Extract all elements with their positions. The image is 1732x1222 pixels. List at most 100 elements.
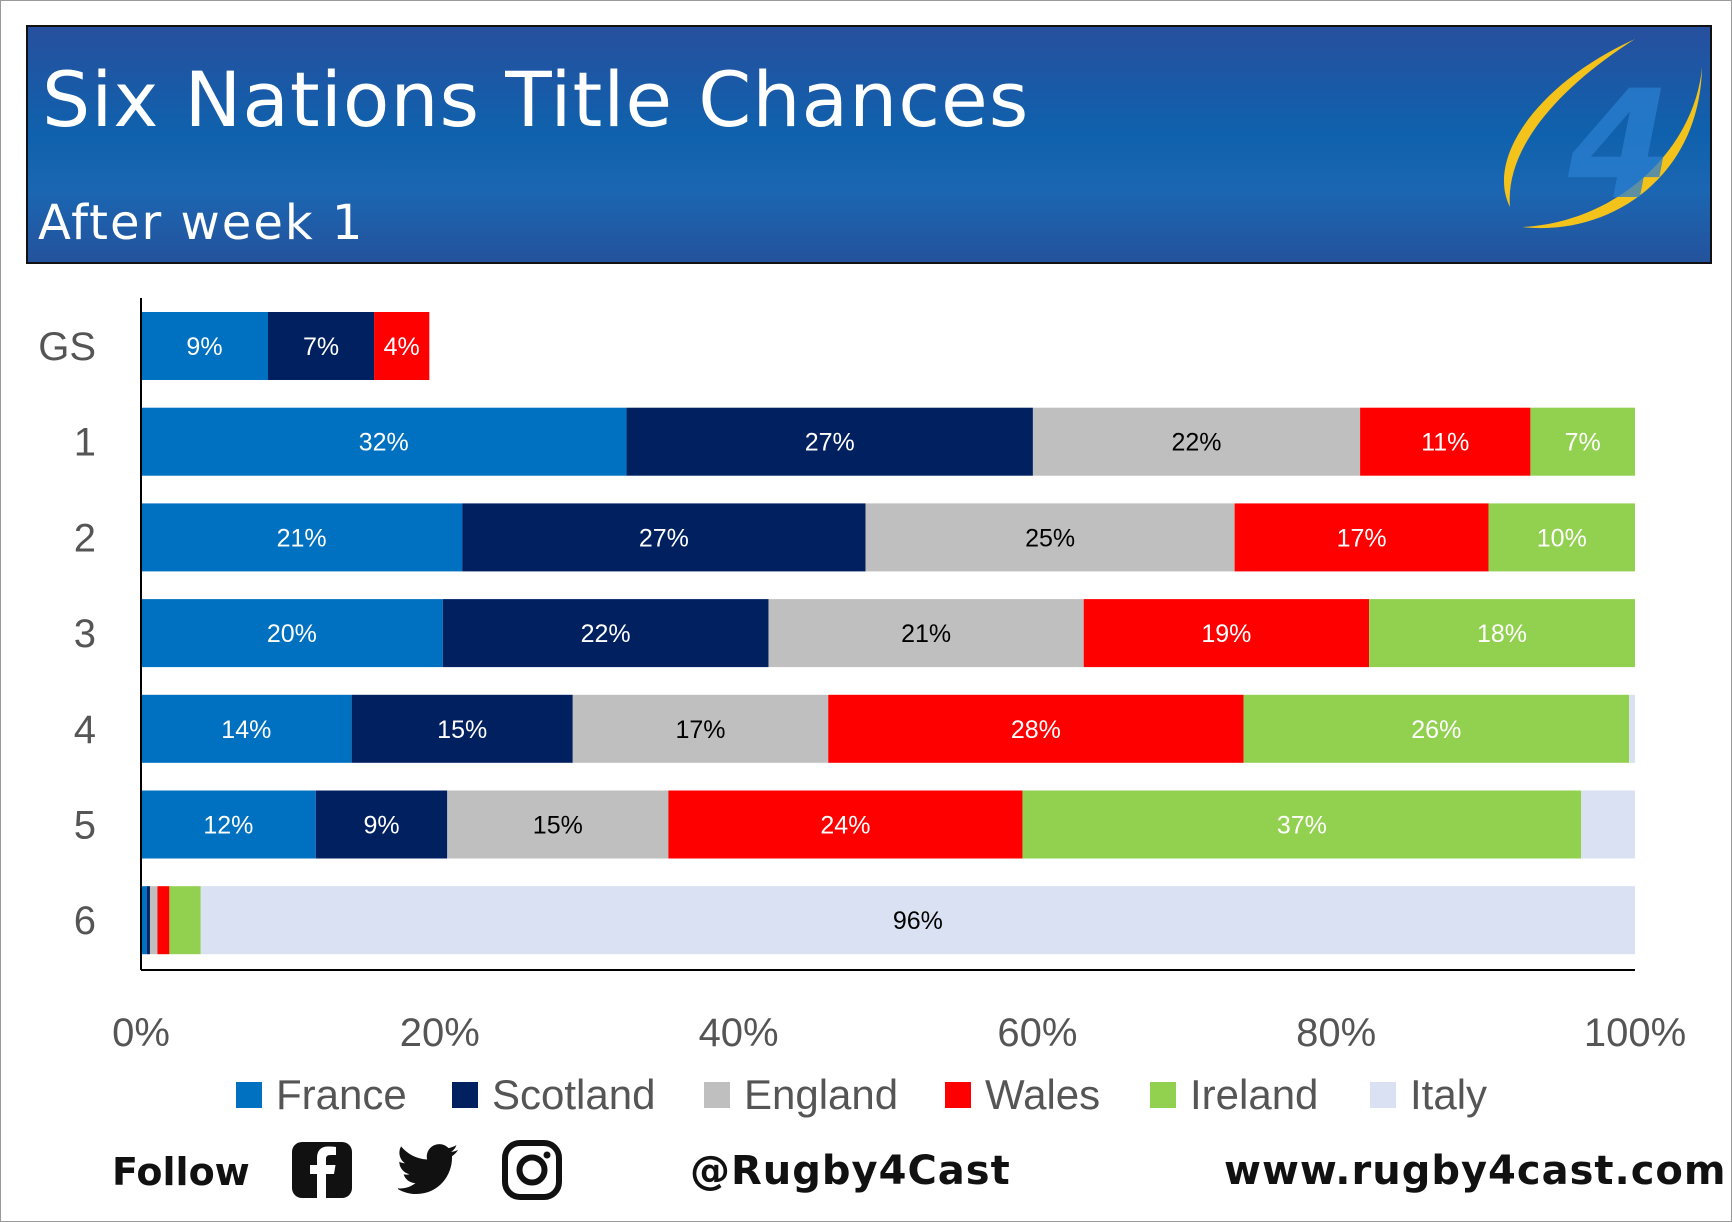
category-label: 3	[74, 612, 96, 656]
bar-segment	[141, 312, 268, 380]
legend-item: France	[236, 1070, 407, 1120]
data-label: 15%	[533, 812, 583, 840]
data-label: 4%	[384, 333, 420, 361]
legend-item: Wales	[945, 1070, 1100, 1120]
bar-segment	[572, 694, 829, 763]
data-label: 12%	[203, 812, 253, 840]
twitter-icon[interactable]	[398, 1140, 462, 1200]
legend-swatch	[1150, 1082, 1176, 1108]
data-label: 14%	[221, 716, 271, 744]
chart-subtitle: After week 1	[38, 195, 365, 251]
data-label: 28%	[1011, 716, 1061, 744]
category-label: 6	[74, 899, 96, 943]
legend-label: England	[744, 1071, 899, 1118]
x-tick-label: 80%	[1296, 1011, 1376, 1055]
bar-segment	[1488, 503, 1635, 572]
social-handle[interactable]: @Rugby4Cast	[690, 1148, 1011, 1194]
bar-segment	[865, 503, 1235, 572]
legend-label: France	[276, 1071, 407, 1118]
data-label: 7%	[303, 333, 339, 361]
bar-segment	[447, 790, 669, 859]
data-label: 9%	[363, 812, 399, 840]
legend-label: Scotland	[492, 1071, 656, 1118]
facebook-icon[interactable]	[290, 1140, 354, 1200]
category-label: GS	[38, 325, 96, 369]
legend-item: Italy	[1370, 1070, 1487, 1120]
category-label: 2	[74, 516, 96, 560]
data-label: 20%	[267, 620, 317, 648]
bar-segment	[1360, 407, 1531, 476]
bar-segment	[1234, 503, 1489, 572]
footer: Follow @Rugby4Cast www.rugby4cast.com	[0, 1130, 1732, 1210]
chart-title: Six Nations Title Chances	[42, 55, 1030, 144]
chart-legend: France Scotland England Wales Ireland Italy	[0, 1060, 1732, 1130]
legend-label: Italy	[1410, 1071, 1488, 1118]
legend-swatch	[945, 1082, 971, 1108]
data-label: 21%	[901, 620, 951, 648]
bar-segment	[374, 312, 430, 380]
data-label: 37%	[1277, 812, 1327, 840]
x-tick-label: 20%	[400, 1011, 480, 1055]
legend-label: Ireland	[1190, 1071, 1319, 1118]
bar-segment	[442, 599, 769, 668]
header-banner: Six Nations Title Chances After week 1 4	[26, 25, 1712, 264]
bar-segment	[1032, 407, 1361, 476]
rugby4cast-logo-icon: 4	[1503, 39, 1702, 233]
bar-segment	[828, 694, 1244, 763]
legend-swatch	[452, 1082, 478, 1108]
bar-segment	[146, 886, 150, 955]
data-label: 15%	[437, 716, 487, 744]
data-label: 21%	[277, 524, 327, 552]
bar-segment	[141, 694, 352, 763]
bar-segment	[141, 503, 463, 572]
bar-segment	[1243, 694, 1630, 763]
legend-item: Scotland	[452, 1070, 655, 1120]
x-tick-label: 60%	[997, 1011, 1077, 1055]
data-label: 96%	[893, 907, 943, 935]
category-label: 4	[74, 708, 96, 752]
bar-segment	[141, 599, 443, 668]
bar-segment	[141, 886, 147, 955]
data-label: 27%	[805, 429, 855, 457]
legend-label: Wales	[985, 1071, 1101, 1118]
website-link[interactable]: www.rugby4cast.com	[1224, 1148, 1727, 1194]
bar-segment	[157, 886, 170, 955]
data-label: 17%	[1337, 524, 1387, 552]
bar-segment	[1581, 790, 1635, 859]
bar-segment	[1083, 599, 1370, 668]
x-tick-label: 0%	[112, 1011, 170, 1055]
category-label: 5	[74, 804, 96, 848]
data-label: 27%	[639, 524, 689, 552]
instagram-icon[interactable]	[500, 1140, 564, 1200]
x-tick-label: 40%	[699, 1011, 779, 1055]
legend-swatch	[236, 1082, 262, 1108]
bar-segment	[1629, 694, 1635, 763]
bar-segment	[668, 790, 1023, 859]
data-label: 10%	[1537, 524, 1587, 552]
bar-segment	[351, 694, 573, 763]
bar-segment	[141, 407, 627, 476]
data-label: 17%	[675, 716, 725, 744]
legend-item: England	[704, 1070, 898, 1120]
bar-segment	[200, 886, 1635, 955]
data-label: 19%	[1201, 620, 1251, 648]
legend-item: Ireland	[1150, 1070, 1318, 1120]
bar-segment	[1022, 790, 1582, 859]
category-label: 1	[74, 421, 96, 465]
data-label: 11%	[1421, 429, 1469, 457]
x-tick-label: 100%	[1584, 1011, 1686, 1055]
bar-segment	[768, 599, 1084, 668]
data-label: 26%	[1411, 716, 1461, 744]
bar-segment	[315, 790, 448, 859]
legend-swatch	[1370, 1082, 1396, 1108]
data-label: 25%	[1025, 524, 1075, 552]
follow-label: Follow	[112, 1150, 250, 1194]
data-label: 32%	[359, 429, 409, 457]
data-label: 18%	[1477, 620, 1527, 648]
bar-segment	[1369, 599, 1635, 668]
data-label: 22%	[1171, 429, 1221, 457]
data-label: 24%	[820, 812, 870, 840]
bar-segment	[1530, 407, 1635, 476]
logo-mark: 4	[1567, 59, 1672, 233]
